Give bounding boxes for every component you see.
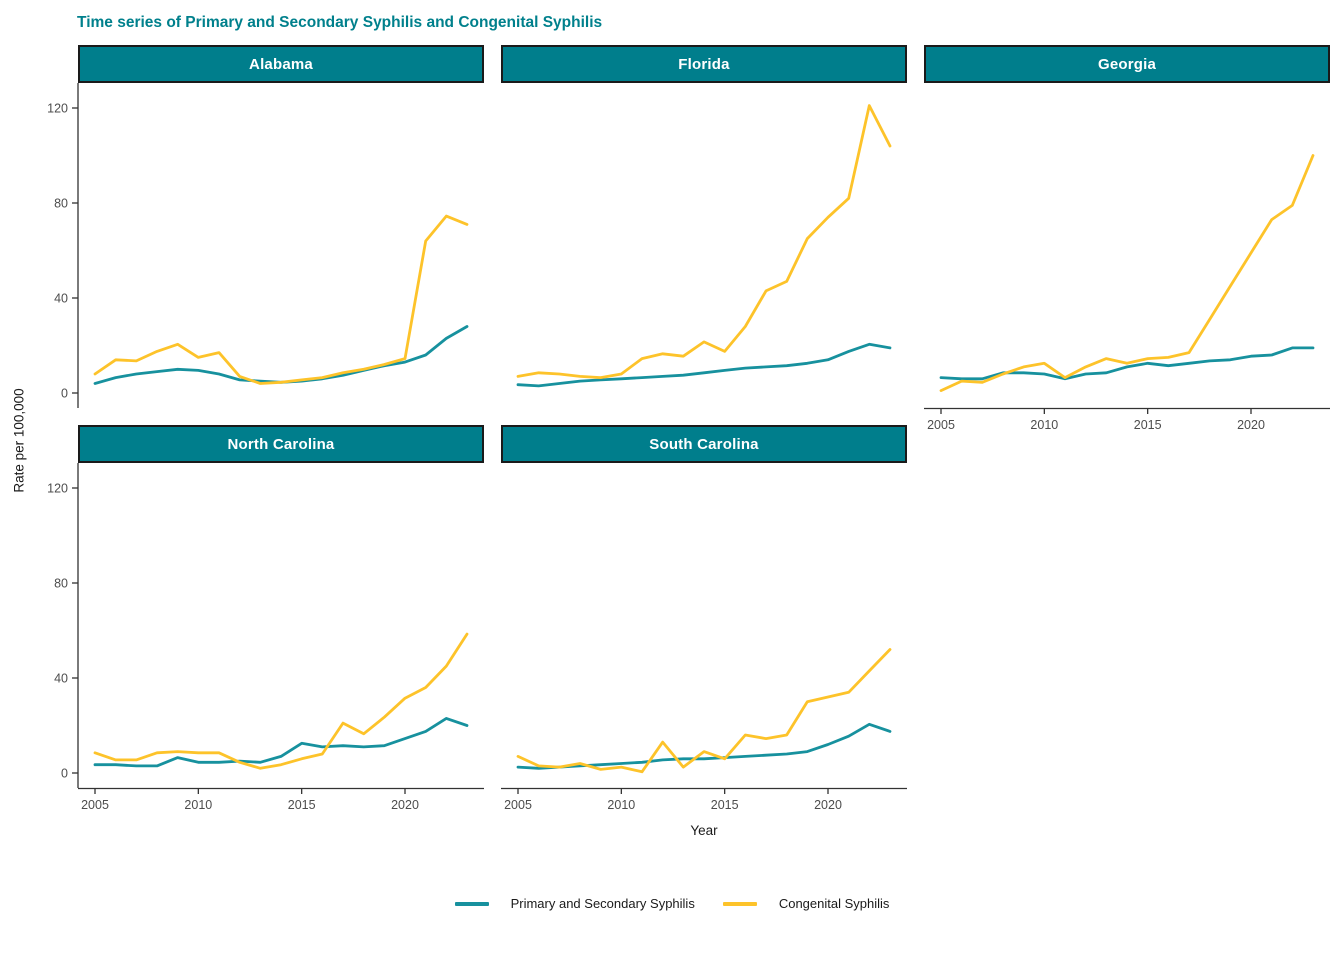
facet-strip-alabama: Alabama <box>78 45 484 83</box>
facet-plot-florida <box>516 104 892 388</box>
facet-florida: Florida <box>451 45 911 413</box>
facet-strip-label: Georgia <box>1097 55 1157 73</box>
svg-text:80: 80 <box>54 576 68 590</box>
facet-plot-georgia: 2005 2010 2015 2020 <box>924 154 1330 432</box>
svg-text:2015: 2015 <box>711 798 739 812</box>
svg-text:2015: 2015 <box>1134 418 1162 432</box>
svg-text:120: 120 <box>47 481 68 495</box>
facet-north-carolina: North Carolina 0 40 80 120 2005 2010 2015 2020 <box>28 425 488 828</box>
facet-strip-florida: Florida <box>501 45 907 83</box>
svg-text:0: 0 <box>61 766 68 780</box>
legend-label: Congenital Syphilis <box>778 896 890 911</box>
svg-text:120: 120 <box>47 101 68 115</box>
svg-text:40: 40 <box>54 671 68 685</box>
primary-secondary-line-swatch <box>454 901 489 906</box>
facet-plot-south-carolina: 2005 2010 2015 2020 <box>501 648 907 812</box>
svg-text:2005: 2005 <box>81 798 109 812</box>
svg-text:2020: 2020 <box>1237 418 1265 432</box>
legend-label: Primary and Secondary Syphilis <box>510 896 695 911</box>
legend: Primary and Secondary Syphilis Congenita… <box>0 896 1344 911</box>
svg-text:2010: 2010 <box>1030 418 1058 432</box>
facet-plot-north-carolina: 0 40 80 120 2005 2010 2015 2020 <box>47 463 484 812</box>
svg-text:2005: 2005 <box>504 798 532 812</box>
facet-strip-label: North Carolina <box>227 435 335 453</box>
facet-georgia: Georgia 2005 2010 2015 2020 <box>874 45 1334 448</box>
svg-text:2005: 2005 <box>927 418 955 432</box>
facet-strip-label: Florida <box>678 55 730 73</box>
svg-text:2020: 2020 <box>391 798 419 812</box>
legend-item-primary-secondary: Primary and Secondary Syphilis <box>454 896 695 911</box>
congenital-line-swatch <box>722 901 757 906</box>
facet-strip-georgia: Georgia <box>924 45 1330 83</box>
svg-text:2020: 2020 <box>814 798 842 812</box>
svg-text:40: 40 <box>54 291 68 305</box>
svg-text:0: 0 <box>61 386 68 400</box>
chart-title: Time series of Primary and Secondary Syp… <box>77 14 603 31</box>
facet-strip-label: South Carolina <box>649 435 759 453</box>
x-axis-label: Year <box>690 823 718 838</box>
facet-strip-label: Alabama <box>249 55 313 73</box>
svg-text:2015: 2015 <box>288 798 316 812</box>
y-axis-label: Rate per 100,000 <box>11 388 27 493</box>
facet-strip-north-carolina: North Carolina <box>78 425 484 463</box>
facet-alabama: Alabama 0 40 80 120 <box>28 45 488 413</box>
svg-text:2010: 2010 <box>607 798 635 812</box>
facet-south-carolina: South Carolina 2005 2010 2015 2020 <box>451 425 911 828</box>
facet-plot-alabama: 0 40 80 120 <box>47 83 469 408</box>
legend-item-congenital: Congenital Syphilis <box>722 896 890 911</box>
facet-strip-south-carolina: South Carolina <box>501 425 907 463</box>
svg-text:2010: 2010 <box>184 798 212 812</box>
svg-text:80: 80 <box>54 196 68 210</box>
